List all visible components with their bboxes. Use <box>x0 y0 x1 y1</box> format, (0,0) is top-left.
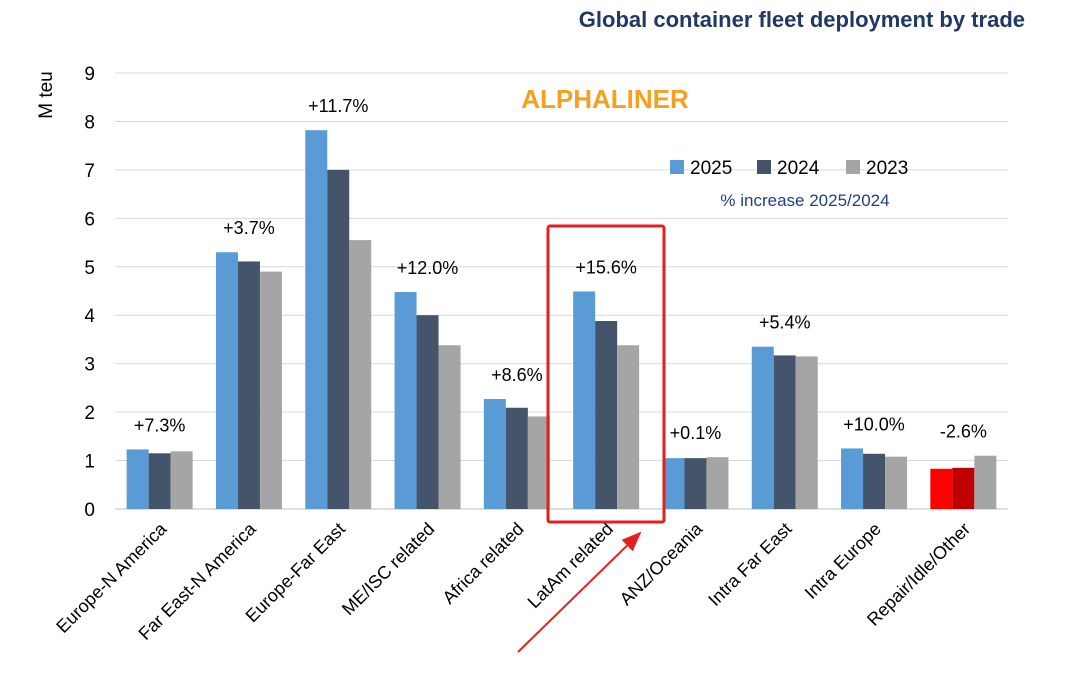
bar-2023 <box>706 457 729 509</box>
growth-annotation: +7.3% <box>134 415 186 435</box>
y-tick-label: 6 <box>84 209 95 230</box>
bar-2024 <box>327 169 350 509</box>
bar-2025 <box>126 449 149 509</box>
x-tick-label: ME/ISC related <box>338 519 438 619</box>
growth-annotation: +11.7% <box>308 96 368 116</box>
bar-2025 <box>305 130 328 510</box>
legend-label-2023: 2023 <box>866 158 908 179</box>
bar-2025 <box>751 346 774 509</box>
bar-2024 <box>595 321 618 509</box>
watermark-logo: ALPHALINER <box>521 84 689 114</box>
growth-annotation: -2.6% <box>940 422 987 442</box>
y-tick-label: 3 <box>84 355 95 376</box>
bar-2023 <box>527 416 550 509</box>
bar-2023 <box>974 455 997 509</box>
bar-2024 <box>773 355 796 509</box>
y-tick-label: 5 <box>84 258 95 279</box>
growth-annotation: +8.6% <box>491 365 543 385</box>
x-tick-label: ANZ/Oceania <box>616 518 707 609</box>
bar-2024 <box>684 458 707 509</box>
x-tick-label: Intra Europe <box>801 519 885 603</box>
bar-2023 <box>259 271 282 509</box>
growth-annotation: +12.0% <box>397 258 459 278</box>
bar-2025 <box>662 458 685 509</box>
x-tick-label: Africa related <box>439 519 528 608</box>
legend-swatch-2025 <box>670 160 684 174</box>
bar-2023 <box>438 345 461 509</box>
legend-swatch-2023 <box>846 160 860 174</box>
y-tick-label: 0 <box>84 500 95 521</box>
bar-2023 <box>795 356 818 509</box>
y-axis: 0 1 2 3 4 5 6 7 8 9 <box>84 64 95 521</box>
bar-2023 <box>617 345 640 509</box>
bars <box>126 130 997 510</box>
growth-annotation: +15.6% <box>575 257 637 277</box>
y-tick-label: 9 <box>84 64 95 85</box>
annotations: +7.3% +3.7% +11.7% +12.0% +8.6% +15.6% +0.1% +5… <box>134 96 987 443</box>
legend-label-2024: 2024 <box>777 158 820 179</box>
growth-annotation: +10.0% <box>843 414 905 434</box>
growth-annotation: +5.4% <box>759 313 811 333</box>
legend: 2025 2024 2023 % increase 2025/2024 <box>670 158 908 210</box>
bar-2025 <box>573 291 596 509</box>
growth-annotation: +3.7% <box>223 218 275 238</box>
bar-2023 <box>885 456 908 509</box>
bar-2025 <box>483 399 506 509</box>
x-tick-label: Intra Far East <box>704 519 795 610</box>
bar-2024 <box>863 453 886 509</box>
growth-annotation: +0.1% <box>670 423 722 443</box>
chart-title: Global container fleet deployment by tra… <box>579 7 1025 32</box>
bar-2023 <box>170 451 193 509</box>
bar-2024 <box>952 467 975 509</box>
y-tick-label: 8 <box>84 112 95 133</box>
y-axis-label: M teu <box>36 71 57 119</box>
x-tick-label: LatAm related <box>524 519 617 612</box>
bar-2024 <box>148 453 171 509</box>
y-tick-label: 1 <box>84 452 95 473</box>
highlight-box <box>546 224 666 524</box>
legend-note: % increase 2025/2024 <box>720 191 889 210</box>
bar-2024 <box>505 407 528 509</box>
y-tick-label: 4 <box>84 306 95 327</box>
bar-2023 <box>349 240 372 509</box>
bar-2024 <box>416 315 439 509</box>
bar-2025 <box>930 468 953 509</box>
bar-2025 <box>394 291 417 509</box>
y-tick-label: 2 <box>84 403 95 424</box>
legend-label-2025: 2025 <box>690 158 732 179</box>
bar-2025 <box>841 448 864 509</box>
legend-swatch-2024 <box>757 160 771 174</box>
bar-2025 <box>215 252 238 509</box>
y-tick-label: 7 <box>84 161 95 182</box>
bar-2024 <box>237 261 260 509</box>
highlight-arrow <box>517 531 642 653</box>
